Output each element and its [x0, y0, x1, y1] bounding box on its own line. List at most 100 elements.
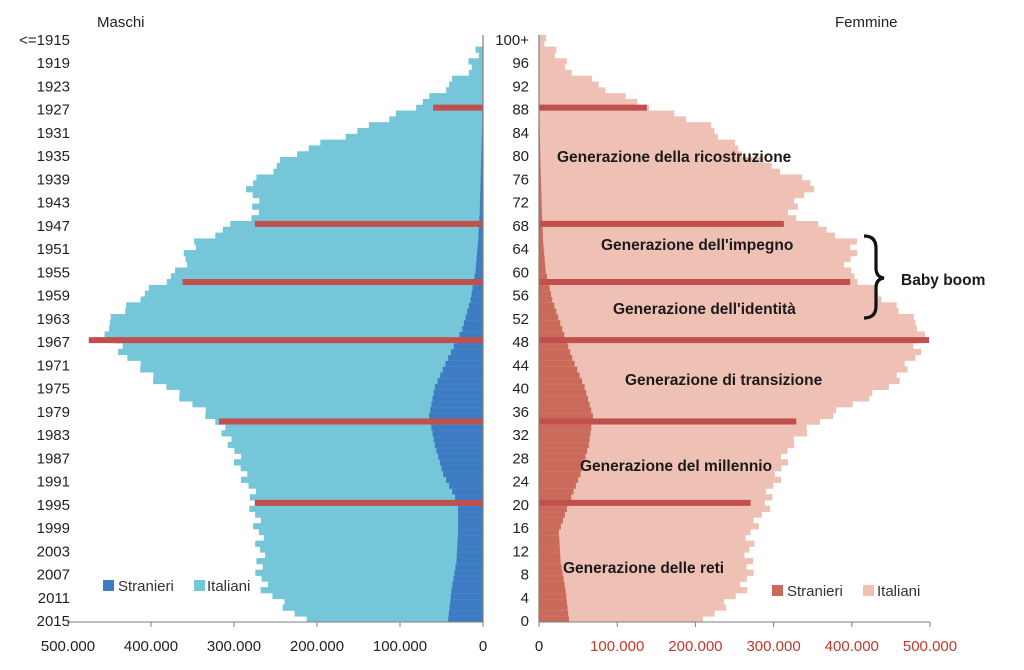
bar-male-italiani: [110, 313, 484, 321]
bar-male-stranieri: [481, 145, 483, 152]
bar-male-stranieri: [472, 284, 483, 292]
left-y-tick-label: 1963: [37, 311, 70, 328]
bar-female-italiane: [539, 69, 572, 77]
bar-female-straniere: [539, 348, 571, 356]
bar-male-italiani: [127, 354, 483, 361]
highlight-bar-right: [539, 499, 751, 506]
right-x-tick-label: 200.000: [668, 638, 722, 655]
legend-swatch-right-stranieri: [772, 585, 783, 596]
bar-male-stranieri: [441, 465, 483, 472]
left-x-tick-label: 100.000: [373, 638, 427, 655]
bar-male-stranieri: [429, 412, 483, 419]
bar-male-stranieri: [458, 511, 483, 518]
bar-female-italiane: [539, 250, 858, 257]
bar-male-italiani: [234, 459, 483, 466]
bar-female-straniere: [539, 482, 576, 489]
highlight-bar-left: [182, 279, 484, 286]
bar-male-italiani: [280, 157, 483, 164]
bar-female-italiane: [539, 139, 735, 146]
bar-male-italiani: [170, 273, 484, 280]
bar-male-stranieri: [474, 273, 483, 280]
bar-female-italiane: [539, 110, 675, 117]
bar-male-stranieri: [454, 569, 483, 576]
bar-male-stranieri: [458, 529, 483, 536]
legend-label-right-italiani: Italiani: [877, 583, 920, 600]
bar-male-stranieri: [480, 180, 483, 187]
bar-female-italiane: [539, 186, 815, 193]
bar-male-italiani: [192, 401, 483, 408]
bar-male-italiani: [248, 482, 483, 489]
bar-male-italiani: [252, 191, 483, 199]
left-x-tick-label: 300.000: [207, 638, 261, 655]
right-y-tick-label: 32: [512, 427, 529, 444]
right-y-ticks: 100+969288848076726864605652484440363228…: [495, 32, 529, 630]
bar-male-stranieri: [452, 488, 483, 495]
bar-female-italiane: [539, 523, 759, 530]
bar-female-straniere: [539, 250, 545, 257]
bar-male-italiani: [240, 465, 483, 472]
bar-female-straniere: [539, 197, 542, 204]
bar-male-italiani: [148, 284, 484, 292]
bar-female-italiane: [539, 35, 547, 42]
bar-male-italiani: [194, 238, 483, 245]
bar-male-italiani: [273, 168, 483, 175]
bar-female-italiane: [539, 116, 686, 123]
right-y-tick-label: 44: [512, 357, 529, 374]
bar-female-italiane: [539, 273, 855, 280]
bar-female-italiane: [539, 343, 914, 350]
bar-female-italiane: [539, 563, 747, 571]
bar-female-italiane: [539, 540, 755, 547]
bar-female-straniere: [539, 505, 567, 512]
bar-male-stranieri: [465, 313, 483, 321]
bar-female-straniere: [539, 563, 562, 571]
bar-male-italiani: [468, 69, 483, 77]
bar-female-italiane: [539, 162, 772, 170]
bar-male-stranieri: [430, 406, 483, 414]
generation-label-impegno: Generazione dell'impegno: [601, 237, 793, 254]
bar-male-stranieri: [440, 372, 483, 379]
bar-male-stranieri: [445, 360, 483, 367]
bar-male-italiani: [284, 598, 483, 605]
right-x-tick-label: 500.000: [903, 638, 957, 655]
left-y-tick-label: 1931: [37, 125, 70, 142]
bar-female-italiane: [539, 232, 835, 239]
left-y-tick-label: 1939: [37, 171, 70, 188]
bar-female-italiane: [539, 424, 807, 431]
bar-male-stranieri: [480, 174, 483, 181]
bar-female-straniere: [539, 261, 546, 268]
bar-female-italiane: [539, 430, 808, 437]
bar-female-straniere: [539, 319, 561, 326]
highlight-bar-right: [539, 279, 851, 286]
bar-female-italiane: [539, 290, 879, 297]
right-x-tick-label: 400.000: [825, 638, 879, 655]
left-y-tick-label: 1955: [37, 264, 70, 281]
bar-female-italiane: [539, 168, 781, 175]
bar-male-italiani: [389, 116, 483, 123]
bar-female-italiane: [539, 325, 918, 332]
bar-male-italiani: [263, 534, 483, 542]
bar-female-italiane: [539, 360, 905, 367]
left-x-tick-label: 400.000: [124, 638, 178, 655]
bar-female-italiane: [539, 558, 754, 565]
bar-male-italiani: [140, 296, 483, 303]
highlight-bar-left: [219, 418, 483, 425]
bar-female-italiane: [539, 348, 922, 356]
bar-female-italiane: [539, 215, 797, 222]
left-y-ticks: <=1915 1919 1923 1927 1931 1935 1939 1943 1947 19…: [19, 32, 70, 630]
bar-female-straniere: [539, 569, 563, 576]
left-x-tick-label: 200.000: [290, 638, 344, 655]
bar-female-italiane: [539, 470, 775, 478]
bar-male-italiani: [234, 447, 483, 454]
bar-male-italiani: [267, 581, 483, 588]
left-y-tick-label: 1947: [37, 218, 70, 235]
bar-female-italiane: [539, 122, 712, 129]
left-y-tick-label: 2003: [37, 543, 70, 560]
legend-swatch-right-italiani: [863, 585, 874, 596]
bar-female-straniere: [539, 540, 560, 547]
bar-female-straniere: [539, 575, 564, 582]
right-y-tick-label: 84: [512, 125, 529, 142]
bar-female-italiane: [539, 377, 900, 385]
bar-female-italiane: [539, 505, 771, 512]
bar-female-italiane: [539, 127, 715, 135]
